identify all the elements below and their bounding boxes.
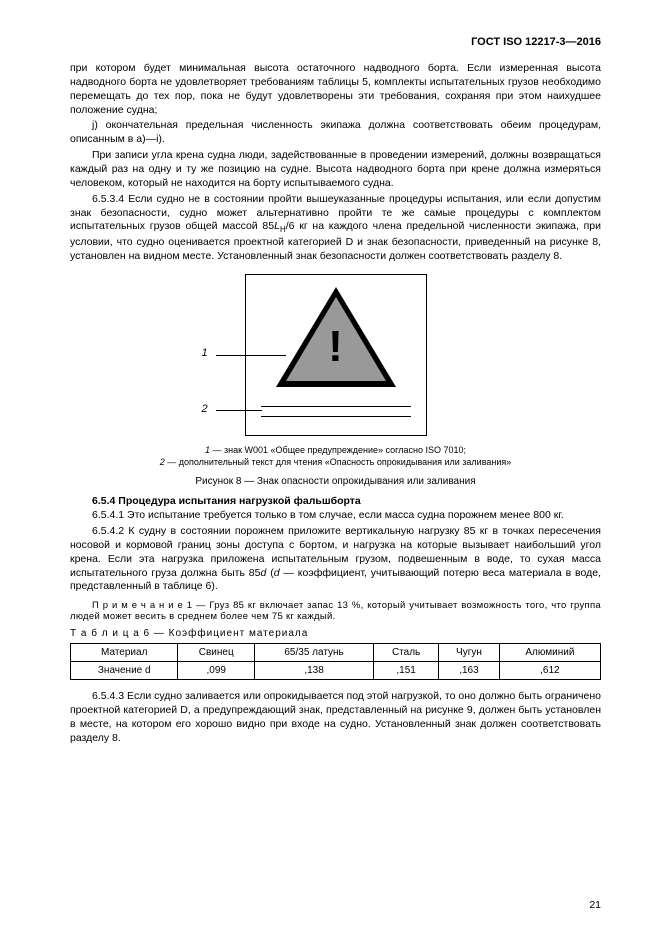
table-cell: Сталь: [374, 644, 439, 662]
table-cell: Свинец: [178, 644, 255, 662]
page-number: 21: [589, 899, 601, 911]
table-cell: Материал: [71, 644, 178, 662]
table-cell: Значение d: [71, 662, 178, 680]
table-cell: ,163: [439, 662, 500, 680]
para-7: 6.5.4.3 Если судно заливается или опроки…: [70, 690, 601, 745]
table-cell: ,099: [178, 662, 255, 680]
text-line-1: [261, 406, 411, 407]
para-6: 6.5.4.2 К судну в состоянии порожнем при…: [70, 525, 601, 594]
callout-2: 2: [202, 403, 208, 415]
para-3: При записи угла крена судна люди, задейс…: [70, 149, 601, 191]
table-cell: ,138: [254, 662, 373, 680]
figure-caption: Рисунок 8 — Знак опасности опрокидывания…: [70, 476, 601, 487]
page: ГОСТ ISO 12217-3—2016 при котором будет …: [0, 0, 661, 935]
table-row: Материал Свинец 65/35 латунь Сталь Чугун…: [71, 644, 601, 662]
para-1: при котором будет минимальная высота ост…: [70, 62, 601, 117]
leader-line-2: [216, 410, 262, 411]
table-cell: Алюминий: [499, 644, 600, 662]
figure-8: ! 1 2 1 — знак W001 «Общее предупреждени…: [70, 274, 601, 487]
exclamation-icon: !: [328, 325, 343, 369]
table-cell: Чугун: [439, 644, 500, 662]
warning-sign-box: ! 1 2: [245, 274, 427, 436]
table-cell: ,612: [499, 662, 600, 680]
para-5: 6.5.4.1 Это испытание требуется только в…: [70, 509, 601, 523]
section-6-5-4-title: 6.5.4 Процедура испытания нагрузкой фаль…: [70, 495, 601, 507]
leader-line-1: [216, 355, 286, 356]
table-cell: 65/35 латунь: [254, 644, 373, 662]
table-6-caption: Т а б л и ц а 6 — Коэффициент материала: [70, 628, 601, 639]
note-1: П р и м е ч а н и е 1 — Груз 85 кг включ…: [70, 600, 601, 622]
para-4: 6.5.3.4 Если судно не в состоянии пройти…: [70, 193, 601, 264]
callout-1: 1: [202, 347, 208, 359]
table-6: Материал Свинец 65/35 латунь Сталь Чугун…: [70, 643, 601, 680]
figure-legend: 1 — знак W001 «Общее предупреждение» сог…: [70, 445, 601, 468]
para-2: j) окончательная предельная численность …: [70, 119, 601, 147]
doc-header: ГОСТ ISO 12217-3—2016: [70, 36, 601, 48]
table-row: Значение d ,099 ,138 ,151 ,163 ,612: [71, 662, 601, 680]
table-cell: ,151: [374, 662, 439, 680]
text-line-2: [261, 416, 411, 417]
